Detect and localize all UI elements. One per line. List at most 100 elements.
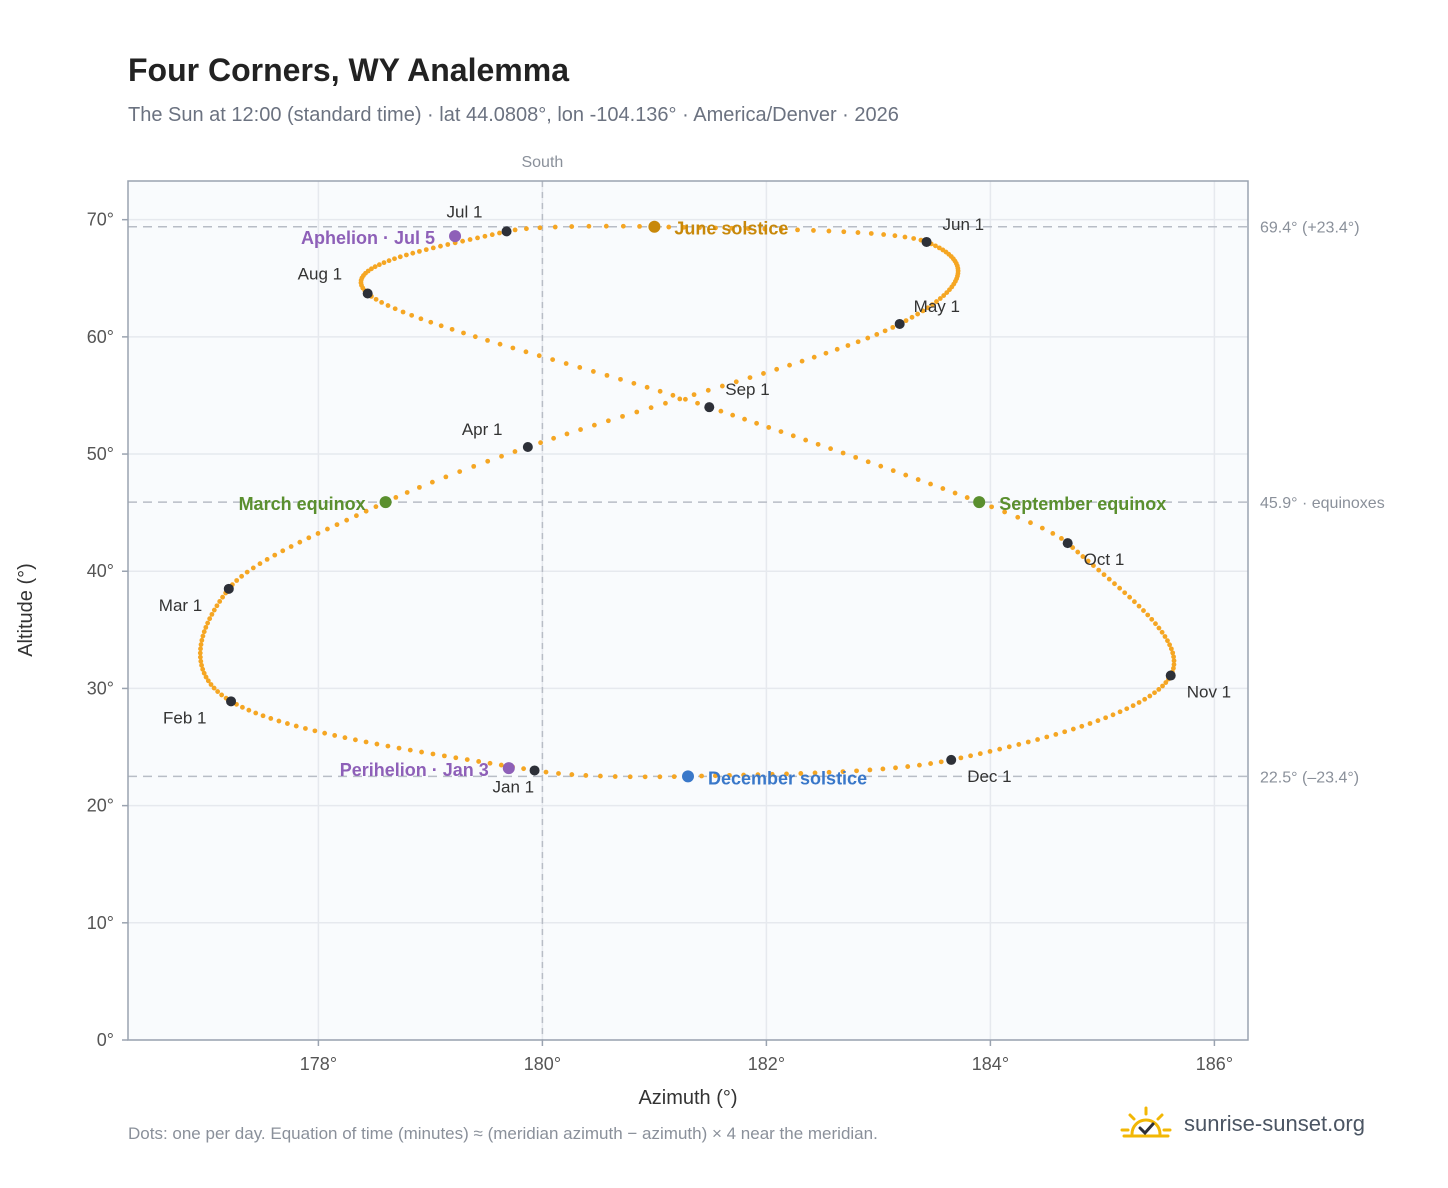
day-dot	[240, 704, 245, 710]
day-dot	[1142, 696, 1148, 702]
day-dot	[288, 544, 294, 549]
day-dot	[1156, 686, 1162, 692]
day-dot	[1141, 608, 1146, 613]
day-dot	[306, 535, 312, 541]
day-dot	[937, 296, 943, 301]
day-dot	[1117, 709, 1123, 715]
day-dot	[618, 376, 623, 382]
day-dot	[917, 762, 922, 768]
day-dot	[902, 234, 908, 240]
day-dot	[485, 338, 490, 343]
day-dot	[578, 427, 583, 432]
day-dot	[637, 224, 642, 229]
day-dot	[729, 225, 735, 231]
day-dot	[964, 495, 970, 500]
day-dot	[920, 308, 926, 314]
day-dot	[823, 350, 829, 356]
day-dot	[428, 319, 434, 325]
day-dot	[1002, 509, 1008, 515]
month-marker	[362, 288, 373, 299]
day-dot	[903, 472, 909, 478]
day-dot	[834, 346, 840, 352]
month-marker	[223, 583, 234, 594]
day-dot	[497, 230, 502, 236]
day-dot	[865, 335, 871, 341]
brand-logo[interactable]: sunrise-sunset.org	[1120, 1100, 1365, 1148]
day-dot	[933, 243, 938, 249]
day-dot	[705, 387, 711, 393]
day-dot	[1162, 634, 1168, 639]
plot-frame	[127, 180, 1249, 1041]
month-label: May 1	[914, 297, 960, 316]
day-dot	[543, 769, 549, 775]
day-dot	[997, 746, 1003, 752]
day-dot	[280, 548, 286, 554]
day-dot	[344, 517, 350, 523]
day-dot	[203, 674, 209, 680]
day-dot	[409, 312, 415, 318]
day-dot	[536, 353, 542, 359]
day-dot	[905, 764, 911, 769]
day-dot	[407, 747, 413, 753]
day-dot	[915, 477, 921, 482]
event-label: June solstice	[674, 219, 788, 239]
day-dot	[903, 318, 909, 324]
day-dot	[471, 463, 477, 469]
day-dot	[396, 745, 402, 751]
day-dot	[730, 412, 736, 418]
day-dot	[697, 225, 702, 231]
month-marker	[1165, 670, 1176, 681]
day-dot	[293, 723, 299, 729]
month-marker	[894, 318, 905, 329]
day-dot	[552, 224, 558, 230]
day-dot	[205, 678, 211, 684]
day-dot	[1159, 629, 1165, 635]
day-dot	[909, 314, 915, 320]
reference-line-label: 22.5° (–23.4°)	[1260, 769, 1359, 786]
day-dot	[671, 774, 677, 780]
day-dot	[742, 416, 747, 422]
day-dot	[958, 755, 964, 761]
day-dot	[1112, 581, 1117, 587]
x-tick-label: 186°	[1196, 1054, 1233, 1074]
reference-line-label: 69.4° (+23.4°)	[1260, 220, 1360, 237]
day-dot	[1050, 531, 1056, 536]
day-dot	[586, 223, 592, 229]
day-dot	[476, 759, 482, 764]
day-dot	[208, 682, 214, 687]
day-dot	[915, 311, 921, 317]
event-marker	[502, 762, 515, 775]
day-dot	[1095, 718, 1101, 724]
day-dot	[840, 769, 846, 775]
day-dot	[1103, 715, 1109, 721]
plot-area	[128, 181, 1248, 1040]
day-dot	[512, 449, 518, 454]
x-tick-label: 182°	[748, 1054, 785, 1074]
analemma-path	[197, 223, 1177, 780]
day-dot	[381, 260, 387, 266]
day-dot	[1110, 712, 1116, 718]
month-label: Jul 1	[447, 202, 483, 221]
day-dot	[373, 504, 379, 510]
day-dot	[769, 771, 775, 777]
day-dot	[1080, 554, 1086, 559]
day-dot	[670, 392, 676, 398]
day-dot	[467, 237, 473, 242]
day-dot	[257, 561, 263, 567]
day-dot	[1062, 729, 1068, 735]
day-dot	[754, 420, 759, 426]
day-dot	[741, 772, 747, 778]
day-dot	[682, 396, 688, 402]
x-tick-label: 184°	[972, 1054, 1009, 1074]
day-dot	[855, 230, 861, 235]
day-dot	[925, 305, 931, 311]
day-dot	[727, 772, 732, 778]
day-dot	[325, 526, 330, 532]
day-dot	[374, 741, 380, 747]
day-dot	[393, 494, 399, 500]
day-dot	[418, 316, 424, 322]
day-dot	[880, 766, 886, 772]
day-dot	[250, 565, 256, 571]
month-label: Jan 1	[493, 777, 535, 796]
day-dot	[449, 326, 455, 332]
